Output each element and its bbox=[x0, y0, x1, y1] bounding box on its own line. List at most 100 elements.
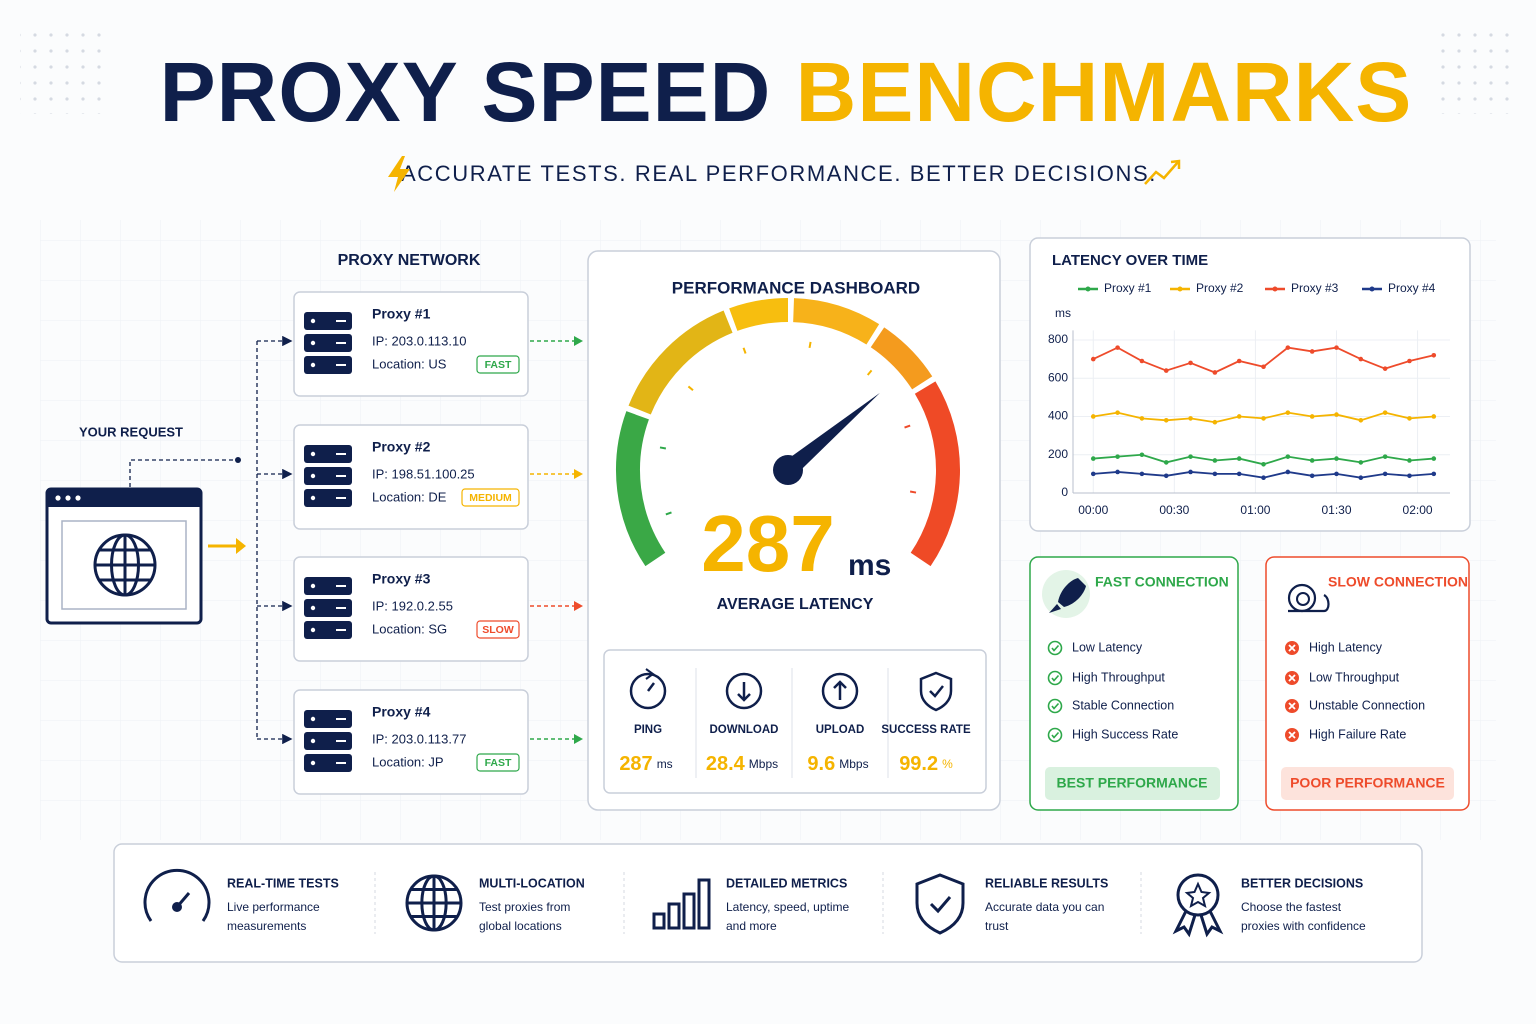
feature-desc: global locations bbox=[479, 919, 562, 933]
proxy-badge bbox=[476, 753, 520, 772]
stat-icon bbox=[919, 671, 953, 712]
proxy-badge bbox=[476, 355, 520, 374]
globe-icon bbox=[410, 888, 458, 918]
cross-icon bbox=[1288, 644, 1296, 652]
proxy-badge bbox=[461, 488, 520, 507]
server-led bbox=[310, 318, 316, 324]
feature-desc: Accurate data you can bbox=[985, 900, 1104, 914]
stat-number: 99.2 bbox=[899, 753, 938, 775]
browser-dot bbox=[75, 495, 81, 501]
feature-icon bbox=[1172, 910, 1224, 938]
server-led bbox=[310, 495, 316, 501]
server-icon bbox=[304, 312, 352, 330]
legend-label: Proxy #4 bbox=[1388, 281, 1436, 295]
feature-icon bbox=[697, 878, 711, 930]
y-tick-label: 400 bbox=[1048, 409, 1068, 423]
latency-label: AVERAGE LATENCY bbox=[717, 596, 874, 613]
dot-pattern bbox=[20, 24, 110, 114]
proxy-card bbox=[293, 689, 529, 795]
section-title: PROXY NETWORK bbox=[338, 252, 481, 269]
series-point bbox=[1139, 358, 1145, 364]
card-button-text: BEST PERFORMANCE bbox=[1057, 775, 1208, 791]
server-led bbox=[310, 738, 316, 744]
x-tick-label: 01:30 bbox=[1321, 503, 1351, 517]
check-icon bbox=[1047, 698, 1063, 714]
series-point bbox=[1212, 471, 1218, 477]
gauge-tick bbox=[808, 341, 812, 349]
series-point bbox=[1358, 460, 1364, 465]
stat-number: 9.6 bbox=[807, 753, 835, 775]
feature-desc: trust bbox=[985, 919, 1009, 933]
series-point bbox=[1163, 368, 1169, 373]
server-led bbox=[310, 340, 316, 346]
card-item: Low Latency bbox=[1072, 640, 1143, 654]
series-point bbox=[1431, 471, 1437, 477]
feature-title: MULTI-LOCATION bbox=[479, 876, 585, 890]
gauge-segment bbox=[628, 310, 733, 415]
proxy-location: Location: US bbox=[372, 356, 447, 371]
x-tick-label: 00:30 bbox=[1159, 503, 1189, 517]
legend-label: Proxy #3 bbox=[1291, 281, 1339, 295]
gauge-segment bbox=[870, 327, 933, 390]
legend-dot bbox=[1272, 286, 1278, 292]
proxy-output-head bbox=[574, 336, 583, 346]
series-point bbox=[1382, 410, 1388, 415]
x-tick-label: 00:00 bbox=[1078, 503, 1108, 517]
cross-icon bbox=[1288, 674, 1296, 682]
server-icon bbox=[304, 599, 352, 617]
series-point bbox=[1431, 414, 1437, 419]
stats-panel bbox=[603, 649, 987, 794]
proxy-location: Location: JP bbox=[372, 754, 444, 769]
series-point bbox=[1309, 458, 1315, 463]
series-point bbox=[1212, 370, 1218, 375]
cross-icon bbox=[1288, 731, 1296, 739]
series-point bbox=[1163, 418, 1169, 423]
series-point bbox=[1261, 416, 1266, 421]
stat-icon bbox=[737, 693, 751, 702]
check-icon bbox=[1051, 702, 1060, 710]
series-point bbox=[1090, 471, 1096, 477]
legend-dot bbox=[1177, 286, 1183, 292]
browser-bar bbox=[47, 489, 201, 507]
server-icon bbox=[304, 489, 352, 507]
proxy-location: Location: DE bbox=[372, 489, 447, 504]
gauge-segment bbox=[616, 411, 666, 567]
server-led bbox=[310, 451, 316, 457]
legend-dot bbox=[1369, 286, 1375, 292]
stat-unit: Mbps bbox=[749, 757, 778, 771]
card-title: FAST CONNECTION bbox=[1095, 574, 1229, 590]
trend-icon bbox=[1170, 159, 1181, 169]
card-button-text: POOR PERFORMANCE bbox=[1290, 775, 1445, 791]
proxy-ip: IP: 192.0.2.55 bbox=[372, 598, 453, 613]
series-point bbox=[1139, 471, 1145, 477]
feature-icon bbox=[667, 902, 681, 930]
feature-icon bbox=[172, 902, 182, 912]
stat-number: 28.4 bbox=[706, 753, 746, 775]
series-point bbox=[1236, 456, 1242, 461]
server-icon bbox=[304, 577, 352, 595]
check-icon bbox=[1051, 731, 1060, 739]
feature-icon bbox=[1184, 881, 1212, 909]
series-point bbox=[1236, 471, 1242, 477]
browser-dot bbox=[65, 495, 71, 501]
stat-unit: Mbps bbox=[839, 757, 868, 771]
check-icon bbox=[1047, 640, 1063, 656]
y-tick-label: 800 bbox=[1048, 332, 1068, 346]
card-item: Low Throughput bbox=[1309, 670, 1400, 684]
feature-icon bbox=[929, 896, 952, 914]
y-tick-label: 600 bbox=[1048, 370, 1068, 384]
server-led bbox=[310, 473, 316, 479]
card-button bbox=[1045, 767, 1220, 800]
legend-label: Proxy #2 bbox=[1196, 281, 1244, 295]
proxy-location: Location: SG bbox=[372, 621, 447, 636]
stat-icon bbox=[833, 680, 847, 689]
proxy-output-head bbox=[574, 601, 583, 611]
server-icon bbox=[304, 356, 352, 374]
stat-label: UPLOAD bbox=[816, 724, 865, 736]
feature-desc: and more bbox=[726, 919, 777, 933]
feature-desc: proxies with confidence bbox=[1241, 919, 1366, 933]
server-icon bbox=[304, 334, 352, 352]
stat-label: DOWNLOAD bbox=[710, 724, 779, 736]
series-point bbox=[1431, 352, 1437, 358]
slow-card bbox=[1265, 556, 1470, 811]
